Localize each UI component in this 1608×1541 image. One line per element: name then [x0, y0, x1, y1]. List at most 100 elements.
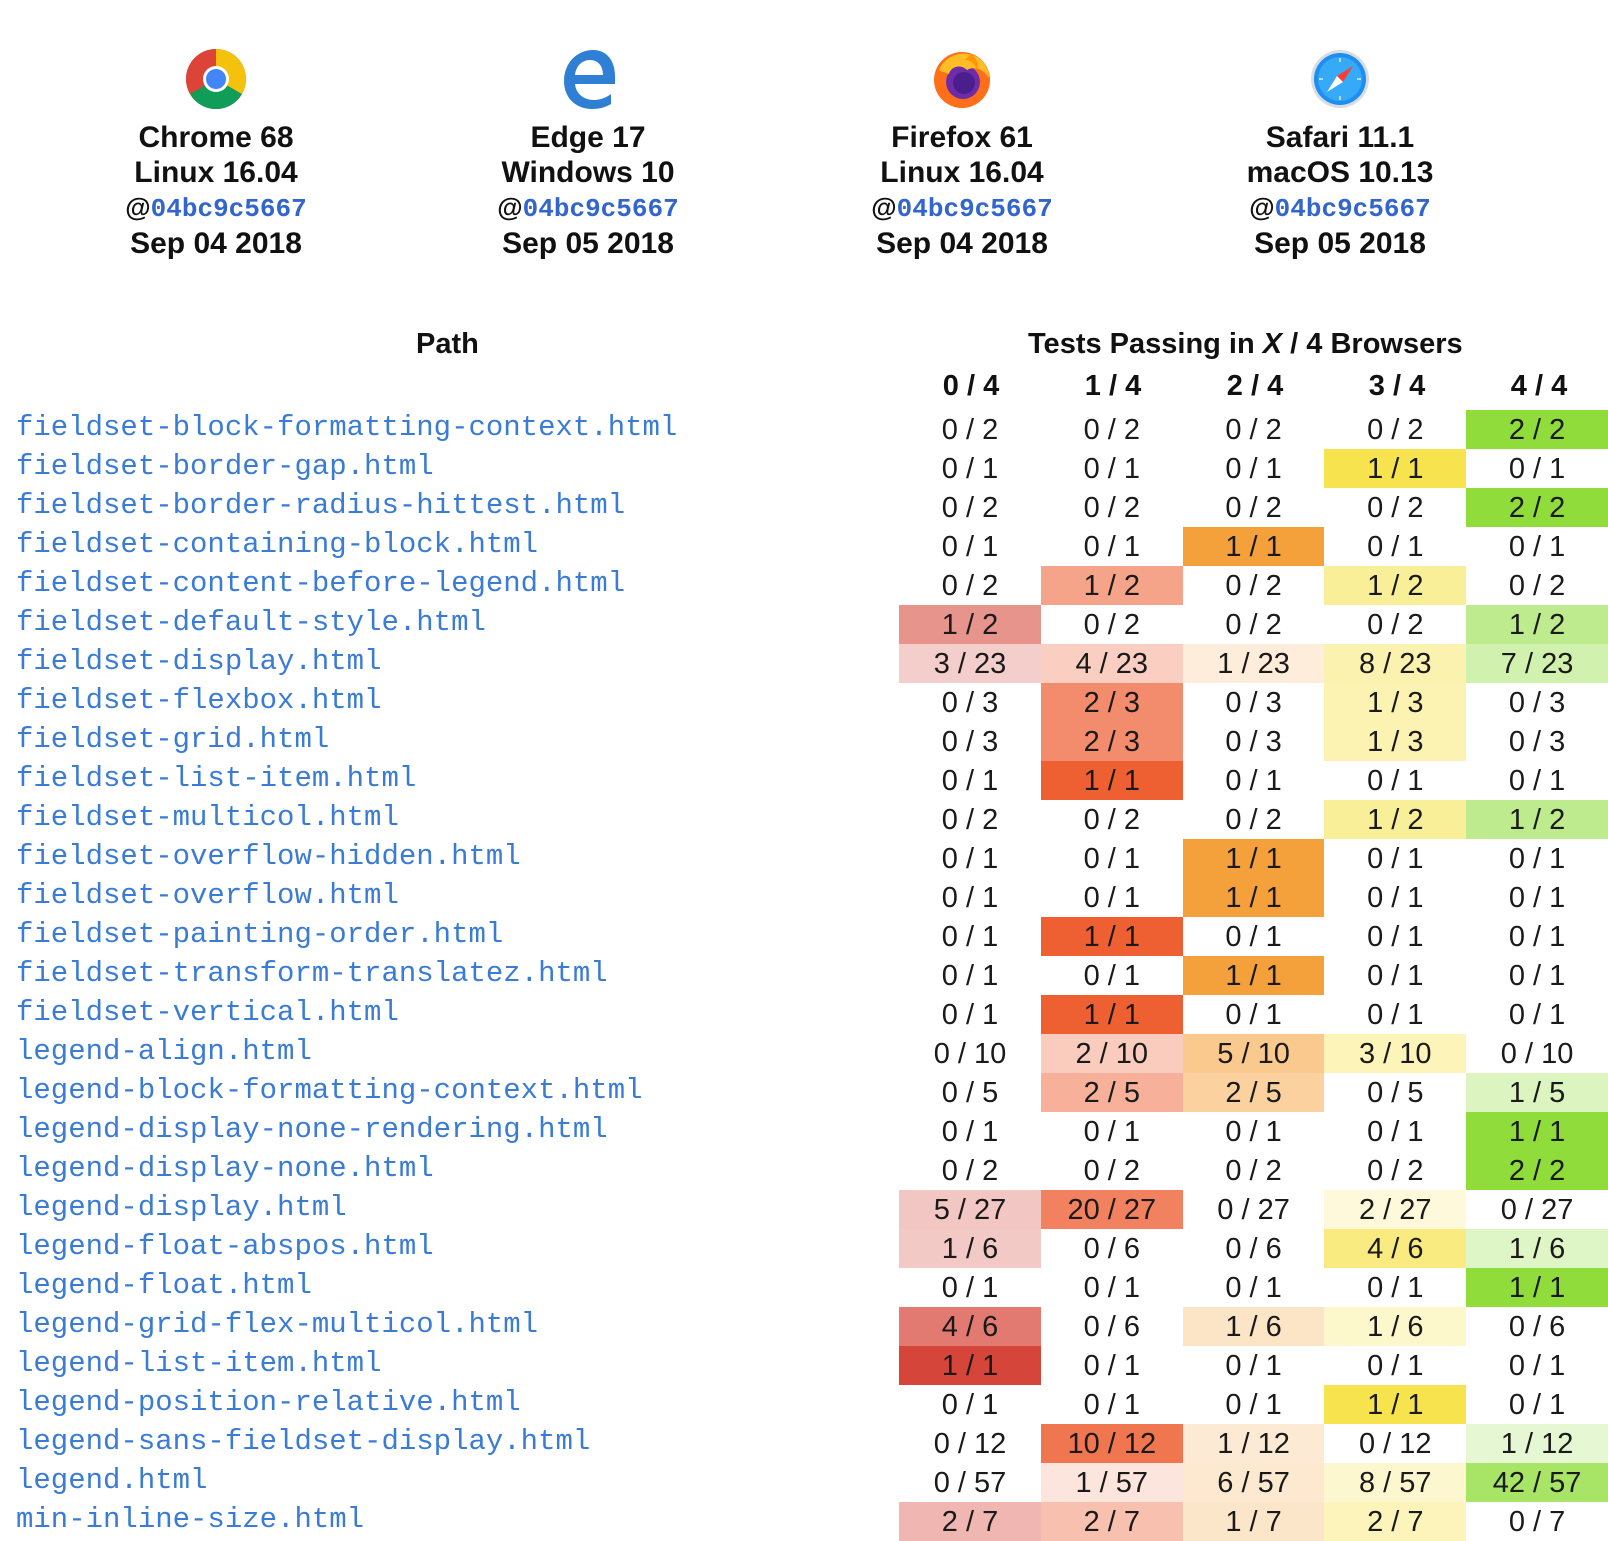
test-path-link[interactable]: fieldset-display.html	[16, 645, 382, 678]
result-cell-2-of-4: 1 / 23	[1182, 644, 1325, 683]
result-cell-4-of-4: 1 / 12	[1466, 1424, 1608, 1463]
revision-link[interactable]: 04bc9c5667	[150, 194, 307, 224]
test-path-link[interactable]: fieldset-flexbox.html	[16, 684, 382, 717]
result-cell-0-of-4: 0 / 1	[941, 764, 999, 797]
path-cell: legend-display-none-rendering.html	[0, 1112, 899, 1151]
table-row: fieldset-display.html 3 / 23 4 / 23 1 / 23 8…	[0, 644, 1608, 683]
path-cell: legend-display.html	[0, 1190, 899, 1229]
result-cell-4-of-4: 42 / 57	[1466, 1463, 1608, 1502]
column-header-1-of-4: 1 / 4	[1084, 370, 1142, 402]
result-cell-1-of-4: 0 / 1	[1083, 1115, 1140, 1148]
path-cell: legend-list-item.html	[0, 1346, 899, 1385]
test-path-link[interactable]: legend-sans-fieldset-display.html	[16, 1425, 591, 1458]
test-path-link[interactable]: legend-float-abspos.html	[16, 1230, 434, 1263]
result-cell-0-of-4: 0 / 2	[941, 491, 999, 524]
result-cell-1-of-4: 2 / 3	[1040, 722, 1183, 761]
result-cell-0-of-4: 2 / 7	[899, 1502, 1041, 1541]
test-path-link[interactable]: legend-block-formatting-context.html	[16, 1074, 643, 1107]
result-cell-0-of-4: 0 / 3	[941, 686, 999, 719]
result-cell-0-of-4: 0 / 1	[941, 530, 999, 563]
table-row: fieldset-content-before-legend.html 0 / 2…	[0, 566, 1608, 605]
table-row: legend-display-none.html 0 / 2 0 / 2 0 / 2 0…	[0, 1151, 1608, 1190]
table-row: fieldset-border-gap.html 0 / 1 0 / 1 0 / 1 1…	[0, 449, 1608, 488]
path-cell: legend-display-none.html	[0, 1151, 899, 1190]
test-path-link[interactable]: legend-grid-flex-multicol.html	[16, 1308, 539, 1341]
test-path-link[interactable]: fieldset-vertical.html	[16, 996, 399, 1029]
test-path-link[interactable]: fieldset-overflow-hidden.html	[16, 840, 521, 873]
result-cell-0-of-4: 0 / 1	[941, 1388, 999, 1421]
result-cell-3-of-4: 0 / 1	[1367, 1115, 1424, 1148]
result-cell-4-of-4: 7 / 23	[1466, 644, 1608, 683]
result-cell-1-of-4: 0 / 1	[1083, 1388, 1140, 1421]
browser-header-row: Chrome 68 Linux 16.04 @04bc9c5667 Sep 04…	[0, 48, 1608, 268]
path-cell: fieldset-overflow.html	[0, 878, 899, 917]
browser-column-firefox: Firefox 61 Linux 16.04 @04bc9c5667 Sep 0…	[832, 48, 1092, 261]
browser-revision: @04bc9c5667	[497, 192, 679, 224]
test-path-link[interactable]: legend-display.html	[16, 1191, 347, 1224]
safari-icon	[1311, 50, 1369, 108]
result-cell-3-of-4: 0 / 1	[1367, 920, 1424, 953]
revision-link[interactable]: 04bc9c5667	[896, 194, 1053, 224]
test-path-link[interactable]: fieldset-overflow.html	[16, 879, 399, 912]
test-path-link[interactable]: fieldset-multicol.html	[16, 801, 399, 834]
test-path-link[interactable]: fieldset-list-item.html	[16, 762, 417, 795]
test-path-link[interactable]: legend.html	[16, 1464, 208, 1497]
path-cell: fieldset-display.html	[0, 644, 899, 683]
result-cell-2-of-4: 1 / 1	[1182, 839, 1325, 878]
table-row: fieldset-flexbox.html 0 / 3 2 / 3 0 / 3 1 / …	[0, 683, 1608, 722]
table-row: legend-sans-fieldset-display.html 0 / 12 1…	[0, 1424, 1608, 1463]
path-cell: fieldset-overflow-hidden.html	[0, 839, 899, 878]
result-cell-1-of-4: 0 / 1	[1083, 530, 1140, 563]
path-cell: legend.html	[0, 1463, 899, 1502]
test-path-link[interactable]: fieldset-transform-translatez.html	[16, 957, 608, 990]
browser-column-edge: Edge 17 Windows 10 @04bc9c5667 Sep 05 20…	[458, 48, 718, 261]
result-cell-1-of-4: 1 / 1	[1040, 761, 1183, 800]
test-path-link[interactable]: legend-align.html	[16, 1035, 312, 1068]
table-row: fieldset-overflow.html 0 / 1 0 / 1 1 / 1 0 /…	[0, 878, 1608, 917]
result-cell-4-of-4: 0 / 3	[1508, 725, 1566, 758]
revision-link[interactable]: 04bc9c5667	[522, 194, 679, 224]
test-path-link[interactable]: legend-float.html	[16, 1269, 312, 1302]
edge-icon	[564, 50, 615, 109]
test-path-link[interactable]: legend-display-none.html	[16, 1152, 434, 1185]
browser-os: macOS 10.13	[1246, 156, 1434, 189]
result-cell-1-of-4: 20 / 27	[1040, 1190, 1183, 1229]
result-cell-3-of-4: 2 / 7	[1324, 1502, 1467, 1541]
result-cell-3-of-4: 0 / 2	[1367, 413, 1424, 446]
browser-os: Windows 10	[501, 156, 675, 189]
table-row: fieldset-block-formatting-context.html 0 …	[0, 410, 1608, 449]
table-row: fieldset-containing-block.html 0 / 1 0 / 1…	[0, 527, 1608, 566]
result-cell-0-of-4: 0 / 2	[941, 803, 999, 836]
browser-os: Linux 16.04	[134, 156, 298, 189]
result-cell-1-of-4: 0 / 1	[1083, 959, 1140, 992]
table-row: fieldset-overflow-hidden.html 0 / 1 0 / 1 1…	[0, 839, 1608, 878]
result-cell-4-of-4: 0 / 27	[1500, 1193, 1574, 1226]
result-cell-3-of-4: 8 / 23	[1324, 644, 1467, 683]
revision-link[interactable]: 04bc9c5667	[1274, 194, 1431, 224]
test-path-link[interactable]: legend-position-relative.html	[16, 1386, 521, 1419]
test-path-link[interactable]: fieldset-border-gap.html	[16, 450, 434, 483]
result-cell-3-of-4: 0 / 1	[1367, 881, 1424, 914]
test-path-link[interactable]: fieldset-containing-block.html	[16, 528, 539, 561]
result-cell-3-of-4: 0 / 2	[1367, 1154, 1424, 1187]
test-path-link[interactable]: legend-display-none-rendering.html	[16, 1113, 608, 1146]
result-cell-1-of-4: 0 / 2	[1083, 413, 1140, 446]
test-path-link[interactable]: min-inline-size.html	[16, 1503, 365, 1536]
result-cell-2-of-4: 1 / 12	[1182, 1424, 1325, 1463]
test-path-link[interactable]: legend-list-item.html	[16, 1347, 382, 1380]
test-path-link[interactable]: fieldset-painting-order.html	[16, 918, 504, 951]
test-path-link[interactable]: fieldset-content-before-legend.html	[16, 567, 626, 600]
test-path-link[interactable]: fieldset-block-formatting-context.html	[16, 411, 678, 444]
test-path-link[interactable]: fieldset-default-style.html	[16, 606, 486, 639]
result-cell-1-of-4: 0 / 1	[1083, 881, 1140, 914]
result-cell-0-of-4: 0 / 1	[941, 881, 999, 914]
result-cell-4-of-4: 1 / 6	[1466, 1229, 1608, 1268]
result-cell-2-of-4: 0 / 1	[1225, 452, 1282, 485]
browser-column-chrome: Chrome 68 Linux 16.04 @04bc9c5667 Sep 04…	[86, 48, 346, 261]
table-row: legend-display.html 5 / 27 20 / 27 0 / 27 2 …	[0, 1190, 1608, 1229]
result-cell-2-of-4: 6 / 57	[1182, 1463, 1325, 1502]
result-cell-1-of-4: 0 / 2	[1083, 491, 1140, 524]
test-path-link[interactable]: fieldset-grid.html	[16, 723, 330, 756]
result-cell-3-of-4: 4 / 6	[1324, 1229, 1467, 1268]
test-path-link[interactable]: fieldset-border-radius-hittest.html	[16, 489, 626, 522]
